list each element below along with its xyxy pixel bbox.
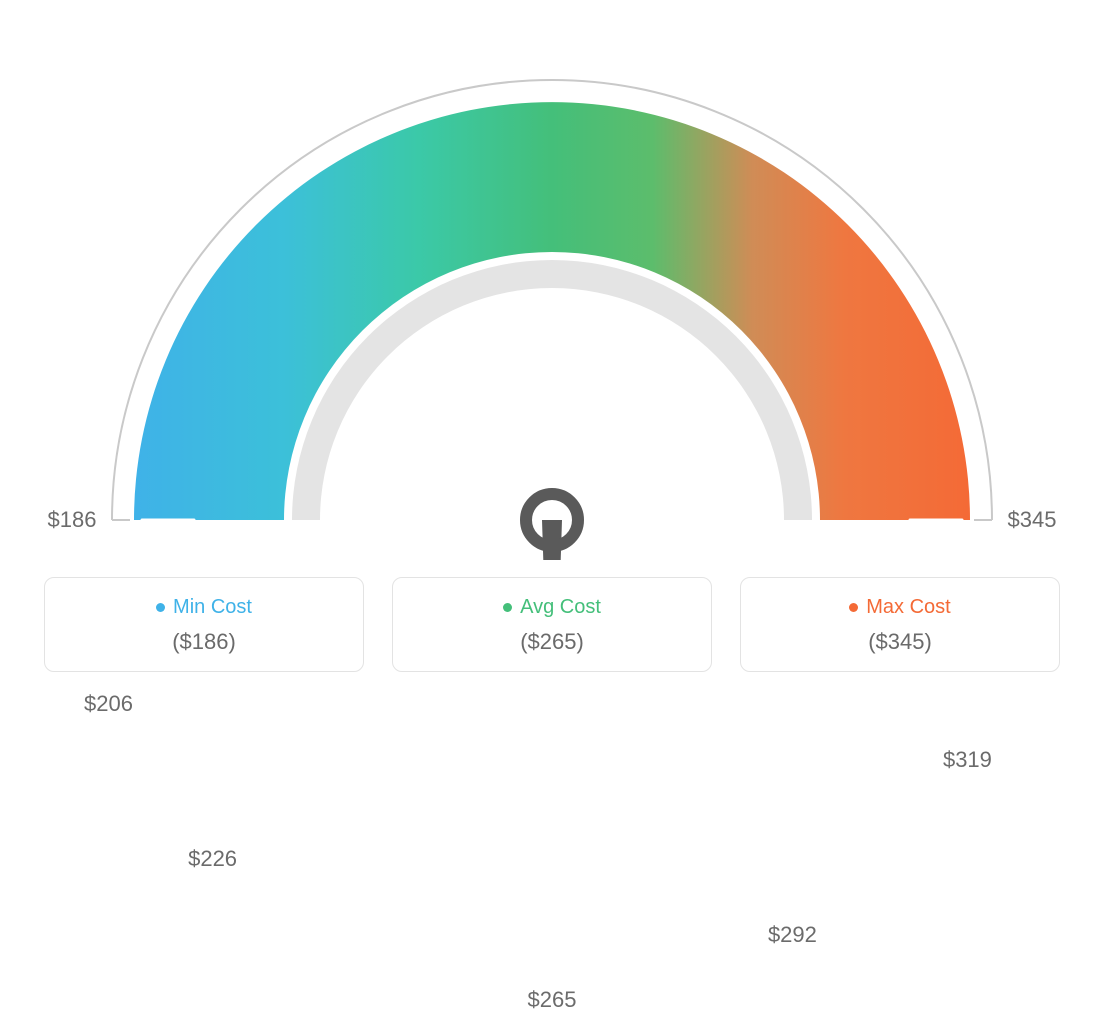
legend-title-text: Max Cost (866, 596, 950, 619)
gauge-svg (0, 0, 1104, 560)
dot-icon (503, 603, 512, 612)
legend-title-text: Min Cost (173, 596, 252, 619)
gauge-chart: $186$206$226$265$292$319$345 (0, 0, 1104, 560)
legend-title-text: Avg Cost (520, 596, 601, 619)
legend-value-avg: ($265) (520, 629, 584, 655)
legend-value-min: ($186) (172, 629, 236, 655)
gauge-tick-label: $345 (1008, 507, 1057, 533)
gauge-tick-label: $186 (48, 507, 97, 533)
legend-row: Min Cost ($186) Avg Cost ($265) Max Cost… (0, 577, 1104, 672)
gauge-tick-label: $226 (188, 846, 237, 872)
legend-title-avg: Avg Cost (503, 596, 601, 619)
legend-title-min: Min Cost (156, 596, 252, 619)
dot-icon (849, 603, 858, 612)
dot-icon (156, 603, 165, 612)
legend-value-max: ($345) (868, 629, 932, 655)
legend-card-avg: Avg Cost ($265) (392, 577, 712, 672)
gauge-tick-label: $206 (84, 691, 133, 717)
legend-card-max: Max Cost ($345) (740, 577, 1060, 672)
legend-card-min: Min Cost ($186) (44, 577, 364, 672)
gauge-tick-label: $292 (768, 922, 817, 948)
gauge-tick-label: $265 (528, 987, 577, 1013)
legend-title-max: Max Cost (849, 596, 950, 619)
gauge-tick-label: $319 (943, 747, 992, 773)
